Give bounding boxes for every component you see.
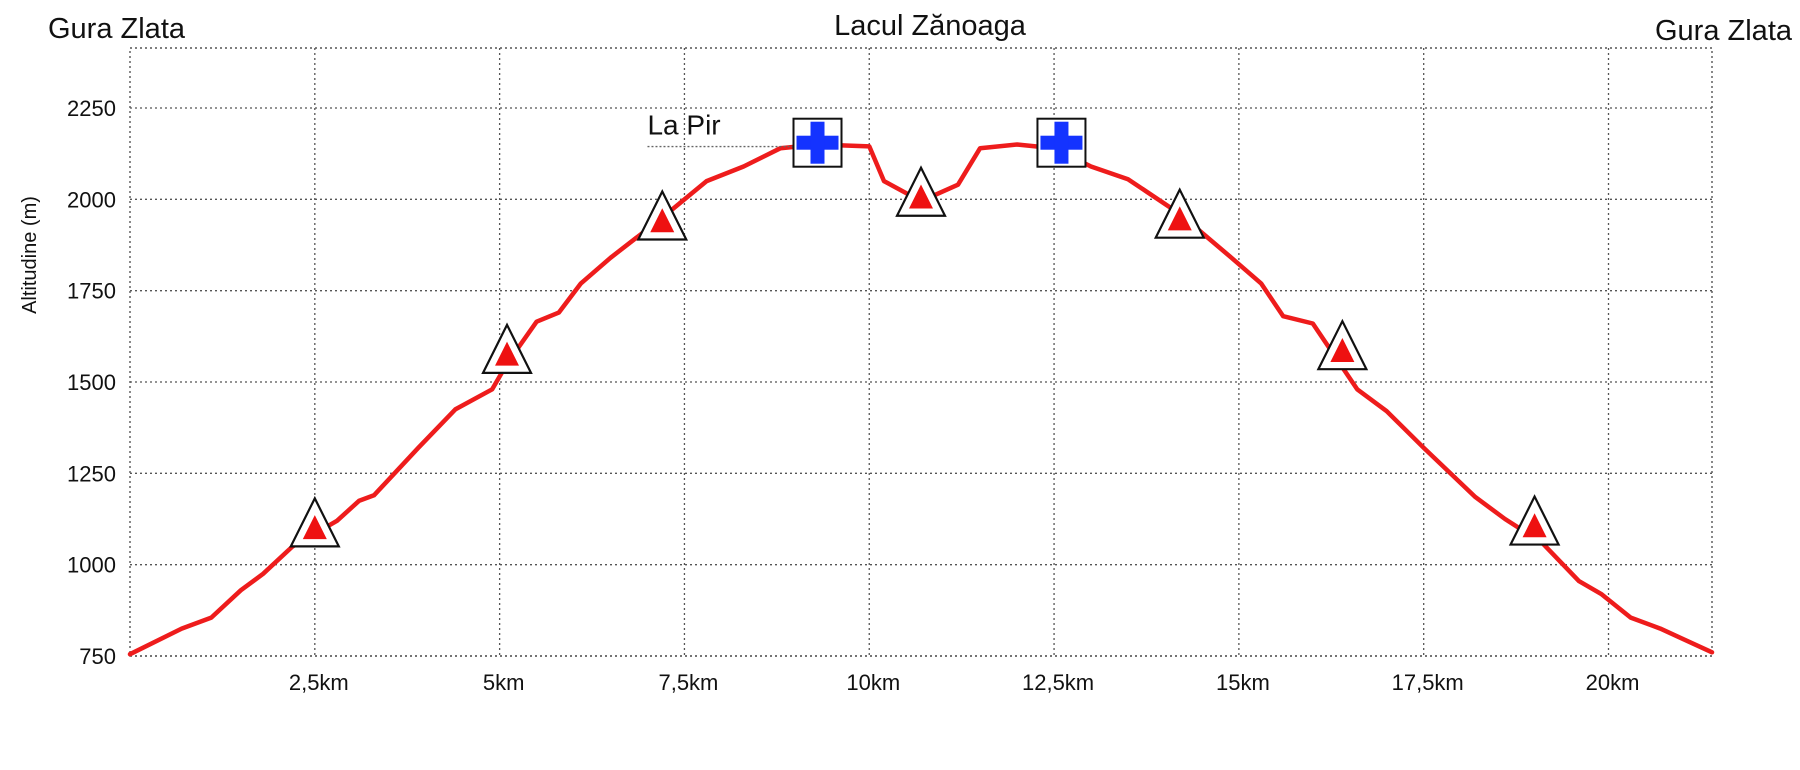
peak-marker-fill	[1330, 337, 1355, 362]
peak-marker-fill	[650, 208, 675, 233]
lake-location-label: Lacul Zănoaga	[834, 10, 1027, 42]
y-tick-label: 750	[79, 644, 116, 669]
peak-marker-icon	[481, 322, 533, 374]
peak-marker-icon	[289, 495, 341, 548]
x-tick-label: 7,5km	[658, 670, 718, 695]
cabin-cross-icon	[1036, 117, 1087, 168]
plot-border	[129, 47, 1713, 657]
peak-marker-icon	[1153, 187, 1206, 239]
cabin-cross-icon	[792, 117, 843, 168]
annotation-label: La Pir	[647, 110, 720, 141]
peak-marker-fill	[1167, 206, 1192, 231]
y-tick-label: 1750	[67, 279, 116, 304]
cross-bar-vertical	[810, 121, 825, 164]
y-tick-label: 2250	[67, 96, 116, 121]
peak-marker-fill	[909, 184, 933, 209]
peak-marker-icon	[1316, 318, 1369, 371]
peak-marker-fill	[495, 341, 520, 366]
x-tick-label: 5km	[483, 670, 525, 695]
y-axis-title: Altitudine (m)	[19, 196, 41, 314]
annotations-layer: La Pir	[647, 110, 796, 148]
markers-layer	[289, 117, 1561, 548]
peak-marker-icon	[636, 189, 689, 241]
y-axis-ticks: 750 1000 1250 1500 1750 2000 2250	[67, 96, 116, 669]
y-tick-label: 2000	[67, 187, 116, 212]
series-layer	[127, 142, 1715, 657]
y-tick-label: 1250	[67, 461, 116, 486]
end-location-label: Gura Zlata	[1655, 15, 1793, 47]
x-tick-label: 20km	[1586, 670, 1640, 695]
y-tick-label: 1000	[67, 553, 116, 578]
y-tick-label: 1500	[67, 370, 116, 395]
peak-marker-fill	[1522, 513, 1547, 538]
x-tick-label: 2,5km	[289, 670, 349, 695]
peak-marker-fill	[302, 515, 327, 540]
peak-marker-icon	[895, 165, 947, 217]
x-tick-label: 17,5km	[1392, 670, 1464, 695]
grid-lines	[130, 48, 1712, 657]
x-tick-label: 12,5km	[1022, 670, 1094, 695]
x-axis-ticks: 2,5km 5km 7,5km 10km 12,5km 15km 17,5km 20km	[289, 670, 1640, 695]
plot-frame	[129, 47, 1713, 657]
altitude-line	[127, 142, 1715, 657]
start-location-label: Gura Zlata	[48, 13, 186, 45]
cross-bar-vertical	[1054, 121, 1069, 164]
x-tick-label: 10km	[846, 670, 900, 695]
peak-marker-icon	[1508, 494, 1561, 546]
x-tick-label: 15km	[1216, 670, 1270, 695]
